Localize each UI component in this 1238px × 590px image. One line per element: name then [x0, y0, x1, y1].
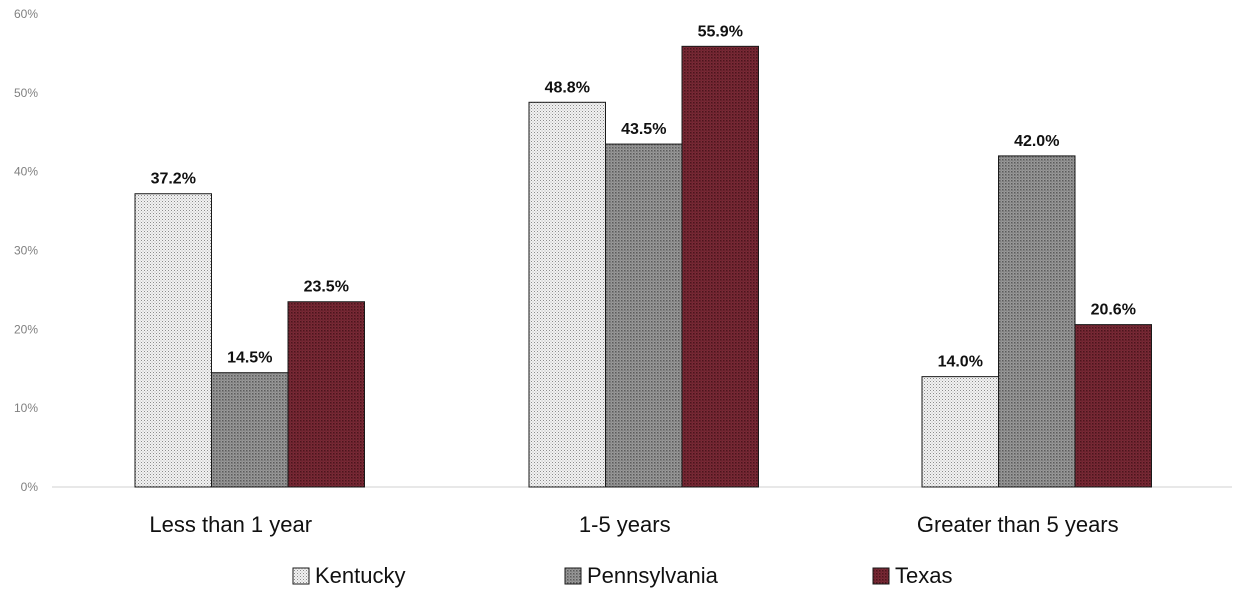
- legend: Kentucky Pennsylvania Texas: [292, 563, 952, 588]
- data-label: 23.5%: [304, 279, 349, 296]
- legend-label-texas: Texas: [895, 563, 952, 588]
- x-axis-ticks: Less than 1 year 1-5 years Greater than 5 …: [149, 512, 1118, 537]
- data-labels-group: 37.2% 14.5% 23.5% 48.8% 43.5% 55.9% 14.0% 42.0%…: [151, 23, 1136, 370]
- legend-swatch-pennsylvania: [564, 567, 582, 585]
- y-axis: 0% 10% 20% 30% 40% 50% 60%: [14, 7, 38, 494]
- data-label: 55.9%: [698, 23, 743, 40]
- legend-swatch-kentucky: [292, 567, 310, 585]
- data-label: 37.2%: [151, 171, 196, 188]
- bar-kentucky-1: [134, 193, 212, 488]
- data-label: 43.5%: [621, 121, 666, 138]
- bar-pennsylvania-1: [211, 372, 289, 488]
- y-tick-label: 40%: [14, 165, 38, 179]
- legend-label-pennsylvania: Pennsylvania: [587, 563, 719, 588]
- bar-texas-1: [287, 301, 365, 488]
- bar-texas-3: [1074, 324, 1152, 488]
- data-label: 14.5%: [227, 350, 272, 367]
- data-label: 42.0%: [1014, 133, 1059, 150]
- data-label: 48.8%: [545, 79, 590, 96]
- bar-kentucky-2: [528, 101, 606, 488]
- data-label: 14.0%: [938, 354, 983, 371]
- y-tick-label: 10%: [14, 401, 38, 415]
- y-tick-label: 60%: [14, 7, 38, 21]
- legend-label-kentucky: Kentucky: [315, 563, 406, 588]
- bar-texas-2: [681, 45, 759, 488]
- y-tick-label: 20%: [14, 322, 38, 336]
- bars-group: [134, 45, 1152, 488]
- legend-swatch-texas: [872, 567, 890, 585]
- bar-pennsylvania-3: [998, 155, 1076, 488]
- bar-kentucky-3: [921, 376, 999, 488]
- x-tick-label: Greater than 5 years: [917, 512, 1119, 537]
- y-tick-label: 50%: [14, 86, 38, 100]
- y-tick-label: 0%: [21, 480, 39, 494]
- x-tick-label: 1-5 years: [579, 512, 671, 537]
- bar-pennsylvania-2: [605, 143, 683, 488]
- y-tick-label: 30%: [14, 244, 38, 258]
- x-tick-label: Less than 1 year: [149, 512, 312, 537]
- data-label: 20.6%: [1091, 302, 1136, 319]
